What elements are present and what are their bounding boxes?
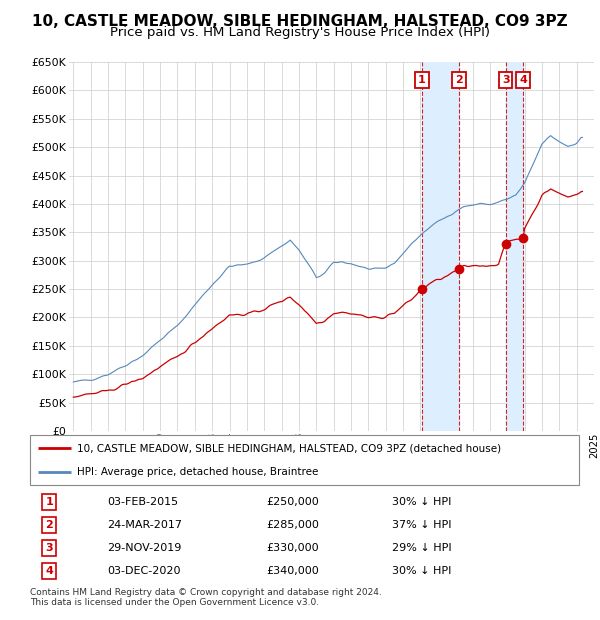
Text: 03-FEB-2015: 03-FEB-2015 [107,497,178,507]
Text: Price paid vs. HM Land Registry's House Price Index (HPI): Price paid vs. HM Land Registry's House … [110,26,490,39]
Text: £250,000: £250,000 [266,497,319,507]
Text: 3: 3 [502,75,509,85]
Text: 37% ↓ HPI: 37% ↓ HPI [392,520,452,530]
Text: 30% ↓ HPI: 30% ↓ HPI [392,497,452,507]
Text: 30% ↓ HPI: 30% ↓ HPI [392,565,452,576]
Text: This data is licensed under the Open Government Licence v3.0.: This data is licensed under the Open Gov… [30,598,319,607]
Text: £330,000: £330,000 [266,543,319,553]
Text: 2: 2 [46,520,53,530]
Text: 10, CASTLE MEADOW, SIBLE HEDINGHAM, HALSTEAD, CO9 3PZ (detached house): 10, CASTLE MEADOW, SIBLE HEDINGHAM, HALS… [77,443,501,453]
Text: 3: 3 [46,543,53,553]
Text: 03-DEC-2020: 03-DEC-2020 [107,565,181,576]
Text: £340,000: £340,000 [266,565,319,576]
FancyBboxPatch shape [30,435,579,485]
Text: 1: 1 [46,497,53,507]
Text: 1: 1 [418,75,426,85]
Text: 4: 4 [519,75,527,85]
Bar [506,62,523,431]
Bar [422,62,459,431]
Text: 4: 4 [45,565,53,576]
Text: 29-NOV-2019: 29-NOV-2019 [107,543,181,553]
Text: 29% ↓ HPI: 29% ↓ HPI [392,543,452,553]
Text: 2: 2 [455,75,463,85]
Text: £285,000: £285,000 [266,520,319,530]
Text: Contains HM Land Registry data © Crown copyright and database right 2024.: Contains HM Land Registry data © Crown c… [30,588,382,597]
Text: 24-MAR-2017: 24-MAR-2017 [107,520,182,530]
Text: 10, CASTLE MEADOW, SIBLE HEDINGHAM, HALSTEAD, CO9 3PZ: 10, CASTLE MEADOW, SIBLE HEDINGHAM, HALS… [32,14,568,29]
Text: HPI: Average price, detached house, Braintree: HPI: Average price, detached house, Brai… [77,467,318,477]
